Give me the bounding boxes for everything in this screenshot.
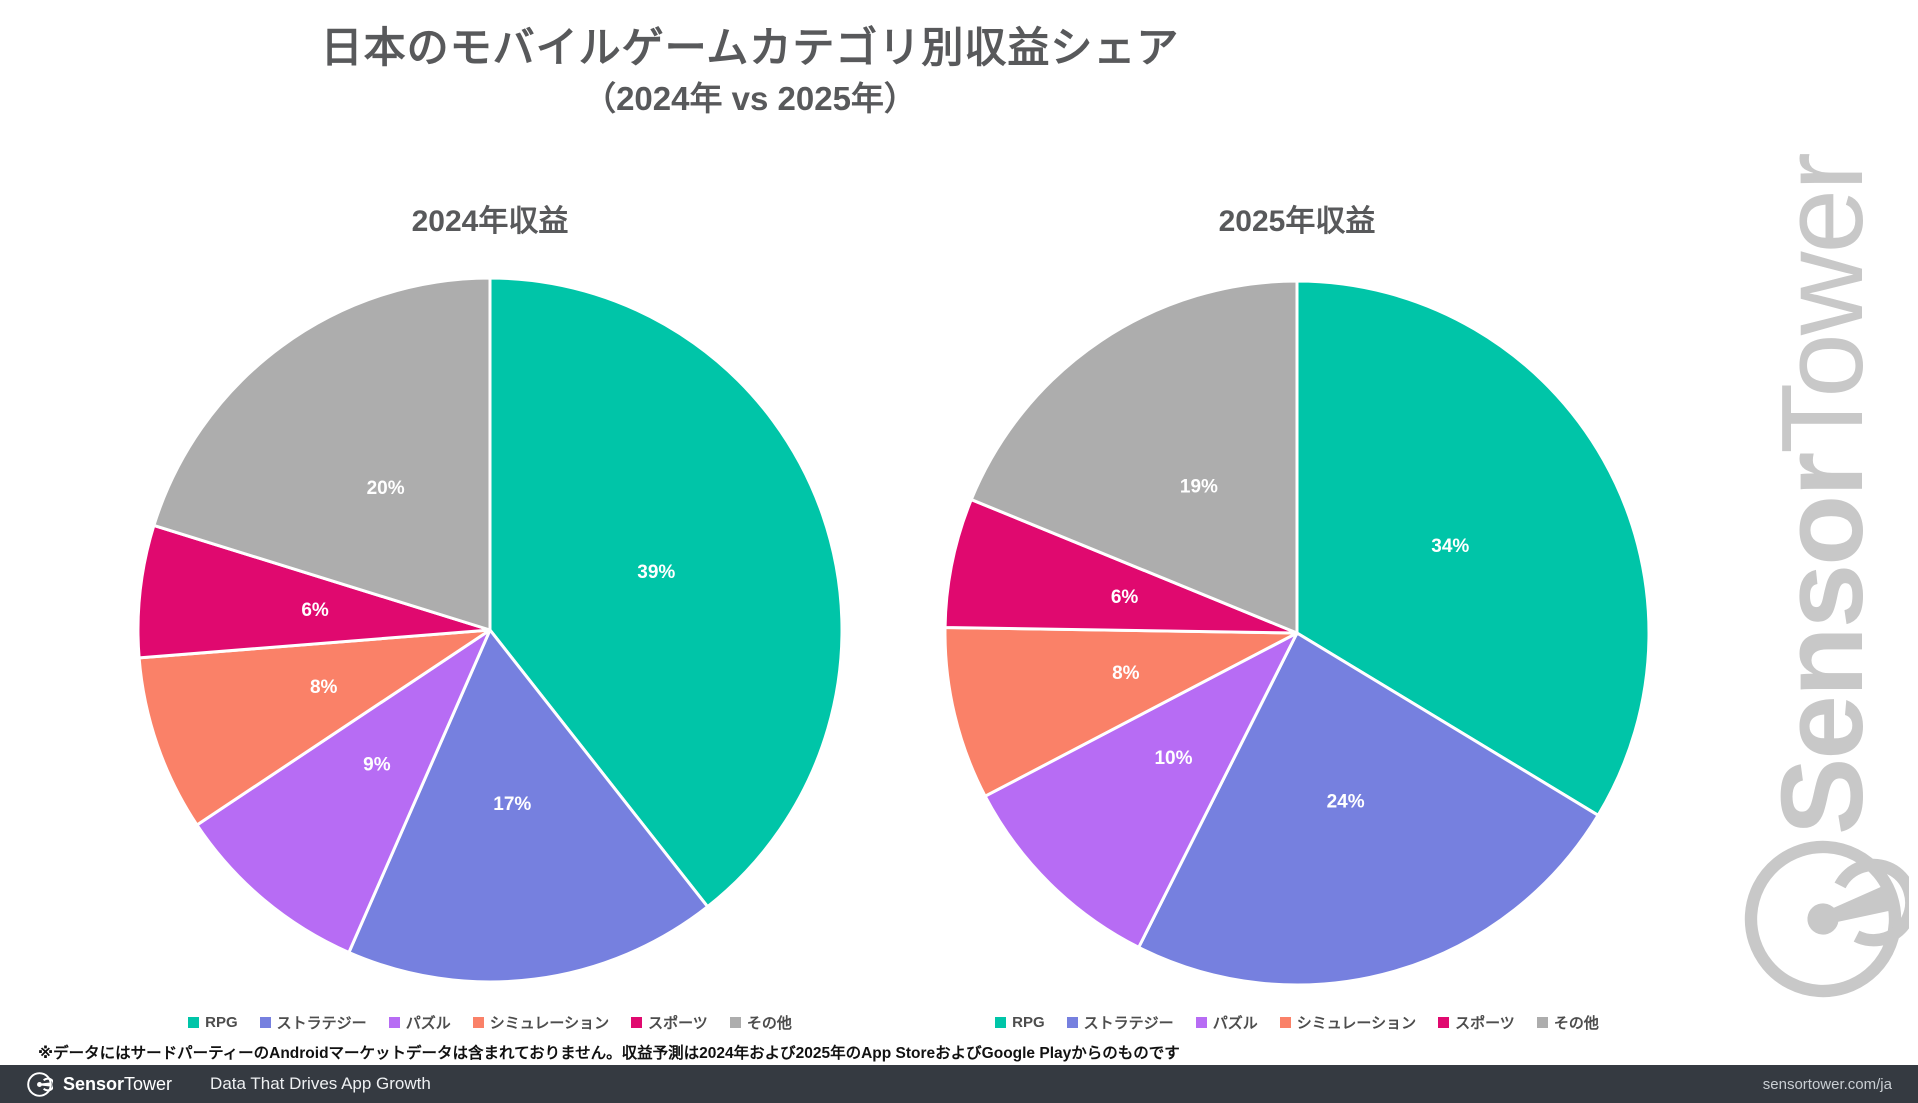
slice-value-label: 10%: [1154, 748, 1192, 769]
watermark-brand-bold: Sensor: [1757, 453, 1887, 835]
sensortower-logo-watermark-icon: [1744, 840, 1909, 998]
chart-title-2024: 2024年収益: [411, 205, 569, 238]
legend-swatch-icon: [388, 1017, 400, 1028]
legend-label: ストラテジー: [1083, 1015, 1174, 1032]
footnote: ※データにはサードパーティーのAndroidマーケットデータは含まれておりません…: [38, 1045, 1180, 1062]
legend-item-スポーツ: スポーツ: [1438, 1012, 1515, 1033]
legend-item-その他: その他: [1536, 1012, 1599, 1033]
legend-label: パズル: [405, 1015, 451, 1032]
pie-slice-RPG: [1295, 279, 1651, 817]
footer-bar: SensorTower Data That Drives App Growth …: [0, 1065, 1918, 1103]
legend-swatch-icon: [188, 1017, 200, 1028]
footer-brand-block: SensorTower Data That Drives App Growth: [26, 1071, 431, 1098]
legend-swatch-icon: [1066, 1017, 1078, 1028]
pie-slice-シミュレーション: [943, 626, 1299, 798]
slice-value-label: 39%: [637, 562, 675, 583]
slice-value-label: 20%: [367, 478, 405, 499]
legend-swatch-icon: [1195, 1017, 1207, 1028]
legend-swatch-icon: [729, 1017, 741, 1028]
pie-slice-ストラテジー: [347, 628, 710, 984]
legend-item-シミュレーション: シミュレーション: [1279, 1012, 1417, 1033]
legend-label: RPG: [1012, 1014, 1045, 1031]
legend-label: シミュレーション: [1296, 1015, 1417, 1032]
pie-chart-2025: 34% 24% 10% 8% 6% 19%: [943, 279, 1651, 987]
pie-slice-パズル: [195, 628, 492, 954]
pie-slice-スポーツ: [943, 498, 1299, 635]
legend-item-スポーツ: スポーツ: [631, 1012, 708, 1033]
legend-label: スポーツ: [648, 1015, 708, 1032]
watermark-brand-light: Tower: [1757, 154, 1887, 454]
footer-brand-bold: Sensor: [63, 1073, 125, 1094]
footer-url: sensortower.com/ja: [1762, 1075, 1892, 1093]
slice-value-label: 8%: [1112, 663, 1140, 684]
legend-swatch-icon: [1438, 1017, 1450, 1028]
footer-tagline: Data That Drives App Growth: [210, 1074, 431, 1093]
legend-label: その他: [1553, 1015, 1599, 1032]
legend-item-RPG: RPG: [995, 1014, 1045, 1031]
slice-value-label: 8%: [310, 677, 338, 698]
legend-item-ストラテジー: ストラテジー: [1066, 1012, 1174, 1033]
page-title: 日本のモバイルゲームカテゴリ別収益シェア: [320, 24, 1180, 71]
legend-label: RPG: [205, 1014, 238, 1031]
pie-slice-パズル: [983, 631, 1299, 949]
slice-value-label: 24%: [1327, 792, 1365, 813]
legend-swatch-icon: [995, 1017, 1007, 1028]
legend-swatch-icon: [472, 1017, 484, 1028]
pie-slice-その他: [969, 279, 1299, 635]
slice-value-label: 6%: [1111, 587, 1139, 608]
slice-value-label: 6%: [301, 600, 329, 621]
legend-label: パズル: [1212, 1015, 1258, 1032]
pie-slice-RPG: [488, 276, 844, 909]
chart-title-2025: 2025年収益: [1218, 205, 1376, 238]
pie-slice-シミュレーション: [137, 628, 492, 827]
legend-swatch-icon: [631, 1017, 643, 1028]
footer-brand-light: Tower: [124, 1073, 173, 1094]
legend-item-パズル: パズル: [388, 1012, 451, 1033]
slice-value-label: 17%: [493, 794, 531, 815]
pie-chart-2024: 39% 17% 9% 8% 6% 20%: [136, 276, 844, 984]
legend-item-ストラテジー: ストラテジー: [259, 1012, 367, 1033]
legend-item-パズル: パズル: [1195, 1012, 1258, 1033]
legend-item-シミュレーション: シミュレーション: [472, 1012, 610, 1033]
legend-item-その他: その他: [729, 1012, 792, 1033]
sensortower-logo-icon: [27, 1071, 53, 1097]
legend-2024: RPG ストラテジー パズル シミュレーション スポーツ その他: [90, 1012, 890, 1033]
slice-value-label: 9%: [363, 754, 391, 775]
legend-2025: RPG ストラテジー パズル シミュレーション スポーツ その他: [897, 1012, 1697, 1033]
pie-slice-その他: [152, 276, 492, 632]
page-subtitle: （2024年 vs 2025年）: [583, 80, 917, 117]
legend-label: ストラテジー: [276, 1015, 367, 1032]
pie-slice-スポーツ: [136, 523, 492, 660]
legend-swatch-icon: [259, 1017, 271, 1028]
legend-label: その他: [746, 1015, 792, 1032]
footer-brand-text: SensorTower: [63, 1074, 172, 1095]
legend-swatch-icon: [1279, 1017, 1291, 1028]
legend-swatch-icon: [1536, 1017, 1548, 1028]
slice-value-label: 19%: [1180, 476, 1218, 497]
legend-label: シミュレーション: [489, 1015, 610, 1032]
slice-value-label: 34%: [1431, 536, 1469, 557]
legend-label: スポーツ: [1455, 1015, 1515, 1032]
legend-item-RPG: RPG: [188, 1014, 238, 1031]
watermark-brand: SensorTower: [1757, 145, 1887, 835]
